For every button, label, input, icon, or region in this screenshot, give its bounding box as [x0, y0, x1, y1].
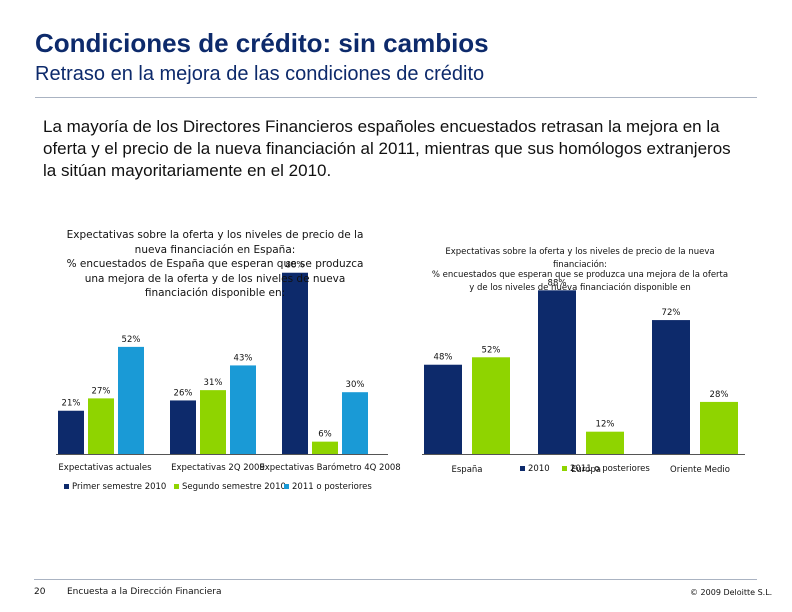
- chart1-data-label: 30%: [346, 380, 365, 390]
- chart1-data-label: 31%: [204, 378, 223, 388]
- chart1-data-label: 88%: [286, 261, 305, 271]
- header-divider: [35, 97, 757, 98]
- page-title: Condiciones de crédito: sin cambios: [35, 28, 489, 58]
- chart2-bar-1-2: [472, 357, 510, 454]
- chart2-bar-3-1: [652, 320, 690, 454]
- chart1-title: Expectativas sobre la oferta y los nivel…: [66, 229, 364, 256]
- chart2-legend-label: 2011 o posteriores: [570, 464, 650, 474]
- chart2-bar-1-1: [424, 364, 462, 454]
- chart1-bar-1-3: [118, 346, 144, 454]
- chart2-data-label: 48%: [434, 353, 453, 363]
- chart1-data-label: 43%: [234, 353, 253, 363]
- chart1-legend-label: Primer semestre 2010: [72, 482, 166, 492]
- chart1-data-label: 6%: [318, 430, 332, 440]
- chart1-bar-3-1: [282, 272, 308, 454]
- chart2-legend-swatch: [520, 466, 525, 471]
- page-subtitle: Retraso en la mejora de las condiciones …: [35, 63, 485, 85]
- chart1-subtitle: % encuestados de España que esperan que …: [66, 258, 364, 299]
- chart2-category-label: Oriente Medio: [670, 465, 730, 475]
- chart1-legend-swatch: [64, 484, 69, 489]
- chart1-legend-swatch: [174, 484, 179, 489]
- chart2-subtitle: % encuestados que esperan que se produzc…: [431, 270, 729, 293]
- chart2-data-label: 12%: [596, 420, 615, 430]
- chart1-data-label: 27%: [92, 386, 111, 396]
- chart1-bar-2-2: [200, 390, 226, 454]
- chart1-legend-label: Segundo semestre 2010: [182, 482, 286, 492]
- chart2-legend-swatch: [562, 466, 567, 471]
- chart1-bar-1-1: [58, 410, 84, 454]
- chart2-bar-2-1: [538, 290, 576, 454]
- copyright: © 2009 Deloitte S.L.: [690, 588, 773, 597]
- chart1-data-label: 26%: [174, 388, 193, 398]
- chart1-data-label: 21%: [62, 399, 81, 409]
- chart2-legend-label: 2010: [528, 464, 550, 474]
- chart2-data-label: 28%: [710, 390, 729, 400]
- chart2-bar-2-2: [586, 431, 624, 454]
- chart2-category-label: Europa: [571, 465, 601, 475]
- chart2-bar-3-2: [700, 401, 738, 454]
- chart1-legend-label: 2011 o posteriores: [292, 482, 372, 492]
- chart1-bar-2-3: [230, 365, 256, 454]
- chart1-bar-2-1: [170, 400, 196, 454]
- chart2-data-label: 52%: [482, 345, 501, 355]
- chart1-category-label: Expectativas actuales: [58, 463, 152, 473]
- chart2-data-label: 88%: [548, 278, 567, 288]
- page-number: 20: [34, 587, 46, 597]
- chart1-category-label: Expectativas Barómetro 4Q 2008: [259, 462, 400, 473]
- chart2-title: Expectativas sobre la oferta y los nivel…: [445, 247, 715, 270]
- chart2-category-label: España: [452, 465, 483, 475]
- chart1-bar-1-2: [88, 398, 114, 454]
- chart1-data-label: 52%: [122, 335, 141, 345]
- chart1-category-label: Expectativas 2Q 2009: [171, 463, 265, 473]
- chart2-data-label: 72%: [662, 308, 681, 318]
- footer-source: Encuesta a la Dirección Financiera: [67, 587, 222, 597]
- chart1-legend-swatch: [284, 484, 289, 489]
- chart1-bar-3-2: [312, 441, 338, 454]
- lead-paragraph: La mayoría de los Directores Financieros…: [43, 117, 731, 180]
- footer-divider: [34, 579, 757, 580]
- chart1-bar-3-3: [342, 392, 368, 454]
